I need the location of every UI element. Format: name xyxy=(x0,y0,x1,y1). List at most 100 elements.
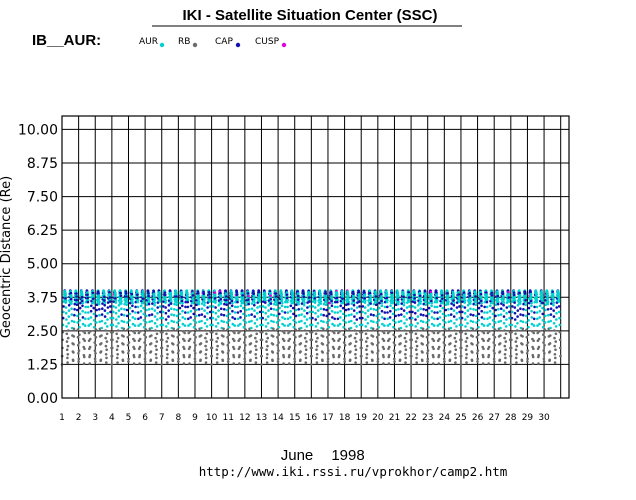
data-point-aur xyxy=(529,292,533,296)
data-point-rb xyxy=(127,357,130,361)
data-point-aur xyxy=(155,325,159,328)
data-point-cap xyxy=(103,309,107,312)
data-point-cusp xyxy=(247,294,250,298)
data-point-aur xyxy=(446,294,450,298)
data-point-rb xyxy=(243,357,246,361)
data-point-aur xyxy=(161,316,165,320)
data-point-cap xyxy=(458,305,461,308)
data-point-cap xyxy=(462,291,466,295)
data-point-aur xyxy=(464,325,467,328)
data-point-aur xyxy=(303,315,306,318)
data-point-aur xyxy=(165,325,168,328)
data-point-cap xyxy=(89,309,93,313)
data-point-aur xyxy=(159,298,162,301)
data-point-aur xyxy=(472,308,475,311)
data-point-rb xyxy=(189,330,192,333)
data-point-cap xyxy=(256,301,260,304)
data-point-cap xyxy=(101,302,104,305)
data-point-rb xyxy=(126,328,129,332)
data-point-rb xyxy=(465,336,469,340)
data-point-rb xyxy=(431,362,435,365)
data-point-aur xyxy=(430,316,434,319)
data-point-aur xyxy=(227,325,231,329)
data-point-rb xyxy=(88,345,92,349)
x-tick-label: 12 xyxy=(239,413,250,423)
data-point-aur xyxy=(237,324,240,327)
data-point-aur xyxy=(186,293,189,297)
data-point-cap xyxy=(306,306,309,309)
data-point-rb xyxy=(244,328,247,332)
data-point-rb xyxy=(354,348,358,352)
data-point-rb xyxy=(326,357,330,361)
data-point-aur xyxy=(538,316,541,319)
data-point-aur xyxy=(111,323,115,327)
data-point-rb xyxy=(410,346,413,350)
data-point-aur xyxy=(241,291,244,295)
data-point-aur xyxy=(269,313,273,316)
data-point-cap xyxy=(181,304,184,308)
y-tick-label: 1.25 xyxy=(27,357,58,373)
data-point-aur xyxy=(141,291,145,295)
data-point-rb xyxy=(243,360,247,363)
x-tick-label: 10 xyxy=(206,413,218,423)
data-point-cap xyxy=(308,296,311,299)
data-point-aur xyxy=(148,300,151,304)
data-point-rb xyxy=(288,345,291,349)
data-point-rb xyxy=(155,356,158,360)
data-point-cap xyxy=(386,305,389,309)
data-point-aur xyxy=(466,303,470,307)
data-point-aur xyxy=(449,319,453,323)
data-point-cap xyxy=(75,308,79,312)
data-point-aur xyxy=(65,299,68,302)
data-point-aur xyxy=(261,305,265,308)
data-point-rb xyxy=(509,354,513,358)
data-point-cap xyxy=(513,318,517,321)
data-point-aur xyxy=(195,308,198,312)
data-point-rb xyxy=(161,338,164,342)
data-point-cap xyxy=(330,292,333,296)
data-point-aur xyxy=(499,319,503,323)
data-point-rb xyxy=(72,327,76,331)
data-point-aur xyxy=(544,308,547,312)
data-point-rb xyxy=(558,338,562,342)
data-point-rb xyxy=(454,332,458,336)
data-point-rb xyxy=(382,347,386,351)
x-axis-year: 1998 xyxy=(331,447,364,464)
data-point-rb xyxy=(415,356,418,360)
data-point-aur xyxy=(225,314,229,318)
data-point-cap xyxy=(184,300,187,304)
data-point-rb xyxy=(121,359,125,363)
data-point-aur xyxy=(244,314,248,318)
data-point-rb xyxy=(271,351,275,354)
data-point-rb xyxy=(466,329,469,332)
data-point-rb xyxy=(387,362,391,365)
x-tick-label: 25 xyxy=(455,413,466,423)
data-point-aur xyxy=(347,300,350,304)
data-point-aur xyxy=(84,300,88,304)
legend-item-cusp: CUSP xyxy=(255,37,287,48)
data-point-aur xyxy=(353,322,356,325)
data-point-aur xyxy=(375,308,378,312)
data-point-rb xyxy=(321,351,325,354)
data-point-rb xyxy=(376,360,380,363)
data-point-aur xyxy=(183,324,187,327)
data-point-rb xyxy=(100,334,103,337)
data-point-aur xyxy=(546,298,549,302)
data-point-rb xyxy=(481,362,485,365)
data-point-rb xyxy=(121,351,125,354)
data-point-aur xyxy=(558,298,561,301)
data-point-rb xyxy=(244,335,247,339)
data-point-cap xyxy=(180,295,184,299)
data-point-aur xyxy=(491,299,495,303)
data-point-aur xyxy=(169,291,172,295)
data-point-rb xyxy=(353,344,357,348)
data-point-cap xyxy=(274,292,278,295)
data-point-rb xyxy=(553,336,556,340)
data-point-cap xyxy=(513,306,517,309)
data-point-aur xyxy=(438,322,442,326)
data-point-cap xyxy=(452,303,456,307)
x-tick-label: 26 xyxy=(472,413,484,423)
data-point-rb xyxy=(155,348,158,352)
data-point-rb xyxy=(399,334,403,337)
data-point-aur xyxy=(535,305,539,309)
